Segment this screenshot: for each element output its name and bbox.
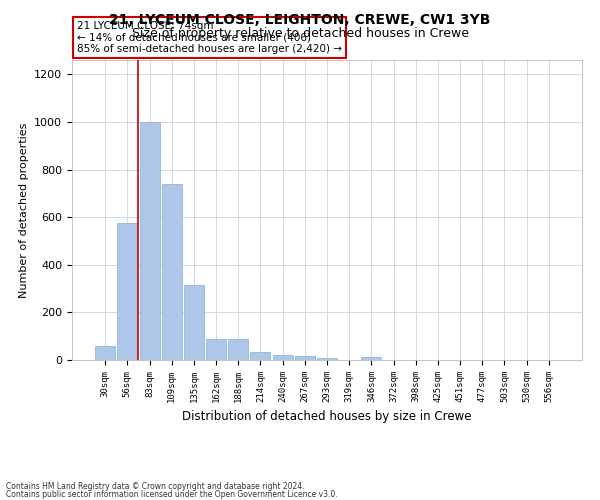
Bar [272, 355, 293, 360]
Bar [206, 338, 226, 360]
Text: 21, LYCEUM CLOSE, LEIGHTON, CREWE, CW1 3YB: 21, LYCEUM CLOSE, LEIGHTON, CREWE, CW1 3… [109, 12, 491, 26]
Bar [250, 352, 271, 360]
Text: Size of property relative to detached houses in Crewe: Size of property relative to detached ho… [131, 28, 469, 40]
Bar [140, 122, 160, 360]
Text: 21 LYCEUM CLOSE: 74sqm
← 14% of detached houses are smaller (406)
85% of semi-de: 21 LYCEUM CLOSE: 74sqm ← 14% of detached… [77, 21, 342, 54]
Bar [295, 356, 315, 360]
Text: Contains HM Land Registry data © Crown copyright and database right 2024.: Contains HM Land Registry data © Crown c… [6, 482, 305, 491]
X-axis label: Distribution of detached houses by size in Crewe: Distribution of detached houses by size … [182, 410, 472, 424]
Bar [118, 223, 137, 360]
Bar [228, 338, 248, 360]
Text: Contains public sector information licensed under the Open Government Licence v3: Contains public sector information licen… [6, 490, 338, 499]
Bar [162, 184, 182, 360]
Bar [95, 346, 115, 360]
Bar [361, 357, 382, 360]
Y-axis label: Number of detached properties: Number of detached properties [19, 122, 29, 298]
Bar [184, 285, 204, 360]
Bar [317, 358, 337, 360]
